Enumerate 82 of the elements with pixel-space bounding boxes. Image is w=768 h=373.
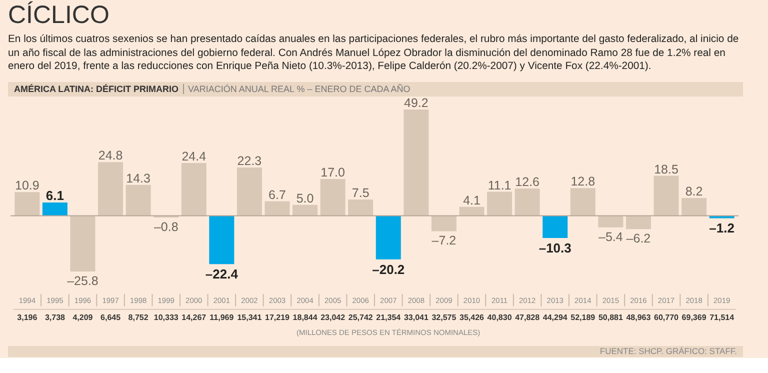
bar: [236, 168, 262, 216]
bar: [626, 216, 651, 230]
data-label: 22.3: [237, 154, 262, 168]
text: 11,969: [210, 313, 234, 322]
chart-subtitle: En los últimos cuatros sexenios se han presentado caídas anuales en las participaciones federales, el rubro más importante del gasto federalizado, al inicio de un año fiscal de las administraciones del gobierno federal. Con Andrés Manuel López Obrador la disminución del denominado Ramo 28 fue de 1.2% real en enero del 2019, frente a las reducciones con Enrique Peña Nieto (10.3%-2013), Felipe Calderón (20.2%-2007) y Vicente Fox (22.4%-2001).: [8, 33, 740, 74]
text: 23,042: [320, 313, 346, 322]
text: 32,575: [432, 313, 457, 322]
data-label: 12.6: [515, 175, 540, 190]
data-label: –6.2: [626, 232, 651, 246]
bar: [514, 188, 540, 216]
bar: [181, 163, 206, 216]
data-label: –0.8: [154, 220, 178, 234]
text: 6,645: [100, 313, 122, 322]
data-label: –1.2: [709, 220, 734, 236]
bar: [654, 176, 679, 216]
text: 15,341: [237, 313, 262, 322]
text: AMÉRICA LATINA: DÉFICIT PRIMARIO: [14, 84, 178, 94]
data-label: 24.4: [182, 150, 206, 164]
text: 10,333: [154, 313, 179, 322]
bar: [42, 202, 68, 216]
text: 25,742: [348, 313, 374, 322]
data-label: 7.5: [352, 186, 370, 200]
text: 14,267: [182, 313, 207, 322]
text: 35,426: [460, 313, 485, 322]
data-label: 12.8: [570, 174, 596, 189]
bar: [70, 216, 96, 272]
text: 71,514: [710, 313, 735, 322]
data-label: 4.1: [463, 193, 480, 208]
text: 4,209: [72, 313, 94, 322]
text: 48,963: [626, 313, 652, 322]
bar: [264, 201, 290, 216]
bar: [376, 216, 401, 260]
data-label: 18.5: [654, 162, 678, 176]
bar: [292, 204, 318, 216]
bar: [348, 200, 374, 216]
data-label: –25.8: [67, 274, 98, 288]
data-label: –22.4: [205, 266, 239, 282]
text: 8,752: [128, 313, 149, 322]
bar: [598, 216, 624, 228]
bar: [459, 206, 484, 216]
text: 33,041: [404, 313, 429, 322]
data-label: 10.9: [15, 178, 40, 193]
bar: [320, 179, 346, 216]
data-label: 24.8: [98, 148, 123, 163]
bar: [709, 216, 734, 218]
bar: [570, 188, 596, 216]
data-label: –20.2: [372, 262, 405, 277]
data-label: 6.7: [268, 188, 286, 202]
text: 60,770: [654, 313, 680, 322]
text: 21,354: [376, 313, 402, 322]
bar: [404, 109, 429, 216]
data-label: 49.2: [404, 96, 428, 110]
text: 52,189: [570, 313, 596, 322]
text: 3,196: [17, 313, 38, 322]
chart-title: CÍCLICO: [8, 0, 110, 30]
data-label: 11.1: [488, 178, 512, 192]
data-label: –7.2: [432, 234, 456, 248]
data-label: –10.3: [538, 240, 572, 256]
bar: [682, 198, 707, 216]
text: 40,830: [487, 313, 512, 322]
text: 17,219: [265, 313, 290, 322]
text: 69,369: [682, 313, 707, 322]
text: 18,844: [292, 313, 318, 322]
bar: [98, 162, 124, 216]
bar: [126, 184, 151, 216]
data-label: 17.0: [320, 166, 346, 180]
bar: [431, 216, 456, 232]
data-label: 5.0: [296, 191, 314, 206]
text: VARIACIÓN ANUAL REAL % – ENERO DE CADA AÑO: [183, 84, 410, 94]
data-label: 8.2: [685, 184, 703, 199]
text: 3,738: [44, 313, 66, 322]
text: 44,294: [542, 313, 568, 322]
bar: [14, 192, 40, 216]
source-note: FUENTE: SHCP. GRÁFICO: STAFF.: [8, 346, 743, 357]
text: 50,881: [598, 313, 624, 322]
data-label: 14.3: [126, 171, 151, 186]
bar: [209, 216, 234, 264]
data-label: 6.1: [46, 188, 64, 204]
data-label: –5.4: [598, 230, 623, 244]
text: 47,828: [515, 313, 540, 322]
bar: [542, 216, 568, 238]
bar: [487, 192, 512, 216]
